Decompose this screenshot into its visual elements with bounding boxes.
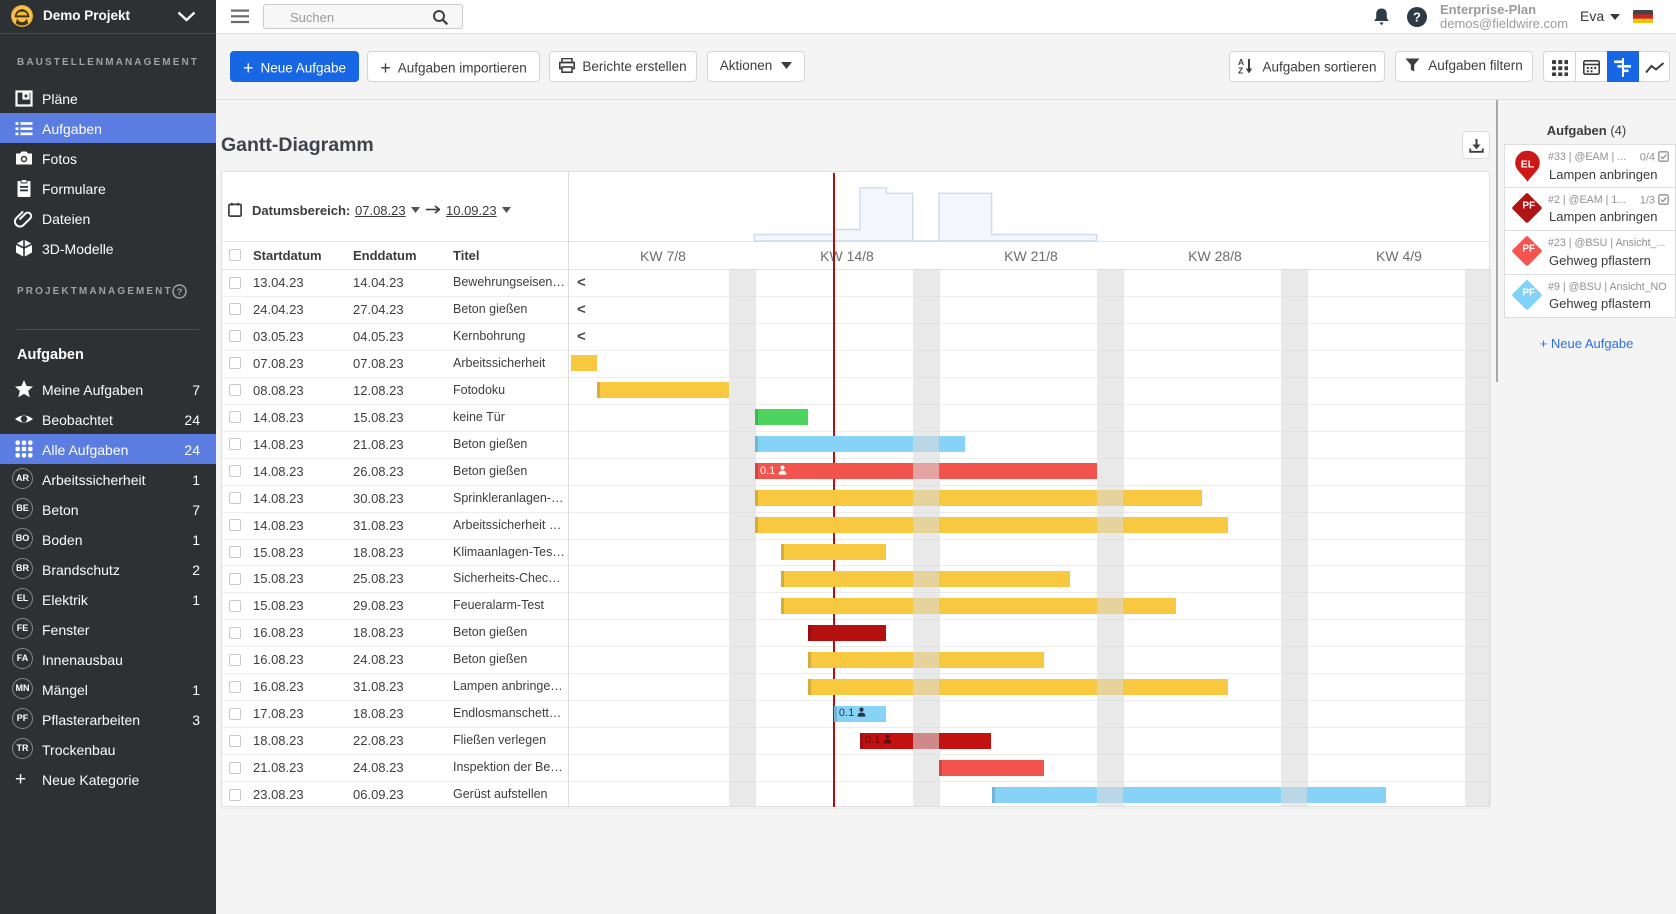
svg-text:A: A (1238, 58, 1244, 67)
svg-text:?: ? (1413, 10, 1421, 25)
svg-text:Z: Z (1238, 66, 1243, 75)
svg-text:EL: EL (1521, 159, 1535, 171)
svg-text:?: ? (177, 287, 183, 298)
